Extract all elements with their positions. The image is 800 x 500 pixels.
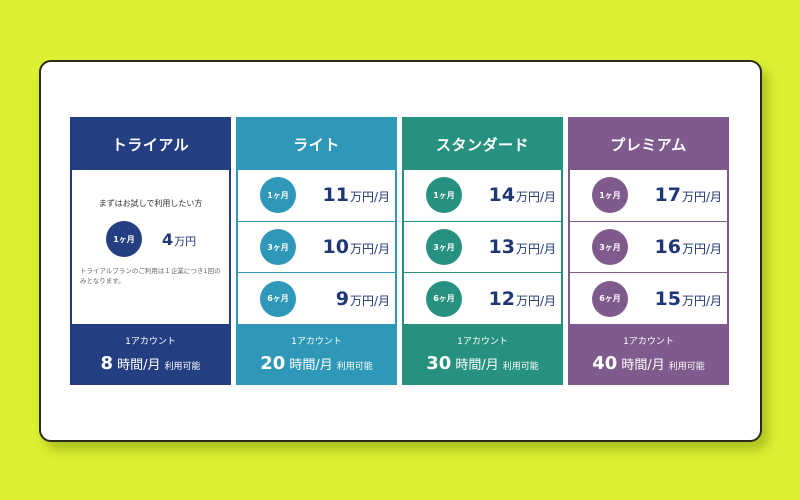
- duration-badge: 3ヶ月: [260, 229, 296, 265]
- price: 4 万円: [162, 230, 196, 249]
- hours-available: 利用可能: [668, 361, 705, 372]
- hours-unit: 時間/月: [621, 357, 665, 373]
- plan-footer: 1アカウント 8 時間/月 利用可能: [72, 324, 229, 383]
- price-unit: 万円/月: [515, 190, 556, 205]
- price-amount: 9: [335, 287, 349, 310]
- price: 14 万円/月: [476, 184, 557, 207]
- hours-available: 利用可能: [336, 361, 373, 372]
- price-amount: 4: [162, 229, 174, 249]
- hours-unit: 時間/月: [117, 357, 161, 373]
- usage-hours: 8 時間/月 利用可能: [101, 353, 201, 374]
- price-row: 6ヶ月 15 万円/月: [570, 273, 727, 324]
- trial-body: まずはお試しで利用したい方 1ヶ月 4 万円 トライアルプランのご利用は１企業に…: [72, 170, 229, 324]
- price-row: 1ヶ月 11 万円/月: [238, 170, 395, 222]
- price-unit: 万円/月: [681, 190, 722, 205]
- duration-badge: 6ヶ月: [426, 280, 462, 317]
- price-amount: 15: [654, 287, 681, 310]
- price: 13 万円/月: [476, 236, 557, 258]
- hours-unit: 時間/月: [289, 357, 333, 373]
- plan-lite: ライト 1ヶ月 11 万円/月 3ヶ月 10 万円/月 6ヶ月 9 万円/月 1アカウ…: [236, 117, 397, 385]
- plan-premium: プレミアム 1ヶ月 17 万円/月 3ヶ月 16 万円/月 6ヶ月 15 万円/月 1…: [568, 117, 729, 385]
- hours-available: 利用可能: [502, 361, 539, 372]
- price-row: 1ヶ月 4 万円: [80, 221, 221, 257]
- hours-amount: 30: [426, 352, 452, 374]
- price: 15 万円/月: [642, 287, 723, 310]
- price-unit: 万円/月: [681, 293, 722, 308]
- duration-badge: 6ヶ月: [260, 280, 296, 317]
- hours-unit: 時間/月: [455, 357, 499, 373]
- price-row: 3ヶ月 16 万円/月: [570, 222, 727, 274]
- price: 11 万円/月: [310, 184, 391, 207]
- price-row: 3ヶ月 13 万円/月: [404, 222, 561, 274]
- duration-badge: 1ヶ月: [592, 177, 628, 214]
- duration-badge: 1ヶ月: [426, 177, 462, 214]
- price-unit: 万円/月: [681, 242, 722, 256]
- price-amount: 17: [654, 184, 681, 207]
- price: 10 万円/月: [310, 236, 391, 258]
- plan-footer: 1アカウント 20 時間/月 利用可能: [238, 324, 395, 383]
- duration-badge: 3ヶ月: [426, 229, 462, 265]
- price-unit: 万円/月: [349, 293, 390, 308]
- price-unit: 万円/月: [515, 242, 556, 256]
- plan-standard: スタンダード 1ヶ月 14 万円/月 3ヶ月 13 万円/月 6ヶ月 12 万円/月 …: [402, 117, 563, 385]
- pricing-plans: トライアル まずはお試しで利用したい方 1ヶ月 4 万円 トライアルプランのご利…: [70, 117, 731, 385]
- hours-amount: 40: [592, 352, 618, 374]
- hours-amount: 8: [100, 352, 114, 374]
- price-amount: 12: [488, 287, 515, 310]
- price: 9 万円/月: [310, 288, 390, 310]
- plan-body: 1ヶ月 14 万円/月 3ヶ月 13 万円/月 6ヶ月 12 万円/月: [404, 170, 561, 324]
- plan-body: 1ヶ月 11 万円/月 3ヶ月 10 万円/月 6ヶ月 9 万円/月: [238, 170, 395, 324]
- price-unit: 万円: [174, 234, 197, 248]
- plan-title: プレミアム: [570, 119, 727, 170]
- price-unit: 万円/月: [349, 190, 390, 205]
- account-label: 1アカウント: [623, 336, 674, 347]
- account-label: 1アカウント: [125, 336, 176, 347]
- trial-note: トライアルプランのご利用は１企業につき1回のみとなります。: [80, 267, 221, 285]
- account-label: 1アカウント: [291, 336, 342, 347]
- usage-hours: 30 時間/月 利用可能: [426, 353, 538, 374]
- duration-badge: 1ヶ月: [106, 221, 142, 257]
- price-row: 6ヶ月 12 万円/月: [404, 273, 561, 324]
- price-amount: 11: [322, 184, 349, 207]
- duration-badge: 1ヶ月: [260, 177, 296, 214]
- usage-hours: 20 時間/月 利用可能: [260, 353, 372, 374]
- price-row: 6ヶ月 9 万円/月: [238, 273, 395, 324]
- price-amount: 13: [488, 236, 515, 258]
- plan-title: トライアル: [72, 119, 229, 170]
- price-amount: 16: [654, 236, 681, 258]
- price-amount: 10: [322, 236, 349, 258]
- price-unit: 万円/月: [515, 293, 556, 308]
- duration-badge: 3ヶ月: [592, 229, 628, 265]
- plan-footer: 1アカウント 40 時間/月 利用可能: [570, 324, 727, 383]
- duration-badge: 6ヶ月: [592, 280, 628, 317]
- account-label: 1アカウント: [457, 336, 508, 347]
- plan-body: 1ヶ月 17 万円/月 3ヶ月 16 万円/月 6ヶ月 15 万円/月: [570, 170, 727, 324]
- price-amount: 14: [488, 184, 515, 207]
- plan-footer: 1アカウント 30 時間/月 利用可能: [404, 324, 561, 383]
- usage-hours: 40 時間/月 利用可能: [592, 353, 704, 374]
- hours-available: 利用可能: [164, 361, 201, 372]
- price-row: 1ヶ月 14 万円/月: [404, 170, 561, 222]
- trial-lead-text: まずはお試しで利用したい方: [98, 199, 203, 208]
- price: 17 万円/月: [642, 184, 723, 207]
- price: 12 万円/月: [476, 287, 557, 310]
- plan-title: スタンダード: [404, 119, 561, 170]
- hours-amount: 20: [260, 352, 286, 374]
- price-row: 1ヶ月 17 万円/月: [570, 170, 727, 222]
- price-unit: 万円/月: [349, 242, 390, 256]
- price: 16 万円/月: [642, 236, 723, 258]
- plan-title: ライト: [238, 119, 395, 170]
- plan-trial: トライアル まずはお試しで利用したい方 1ヶ月 4 万円 トライアルプランのご利…: [70, 117, 231, 385]
- price-row: 3ヶ月 10 万円/月: [238, 222, 395, 274]
